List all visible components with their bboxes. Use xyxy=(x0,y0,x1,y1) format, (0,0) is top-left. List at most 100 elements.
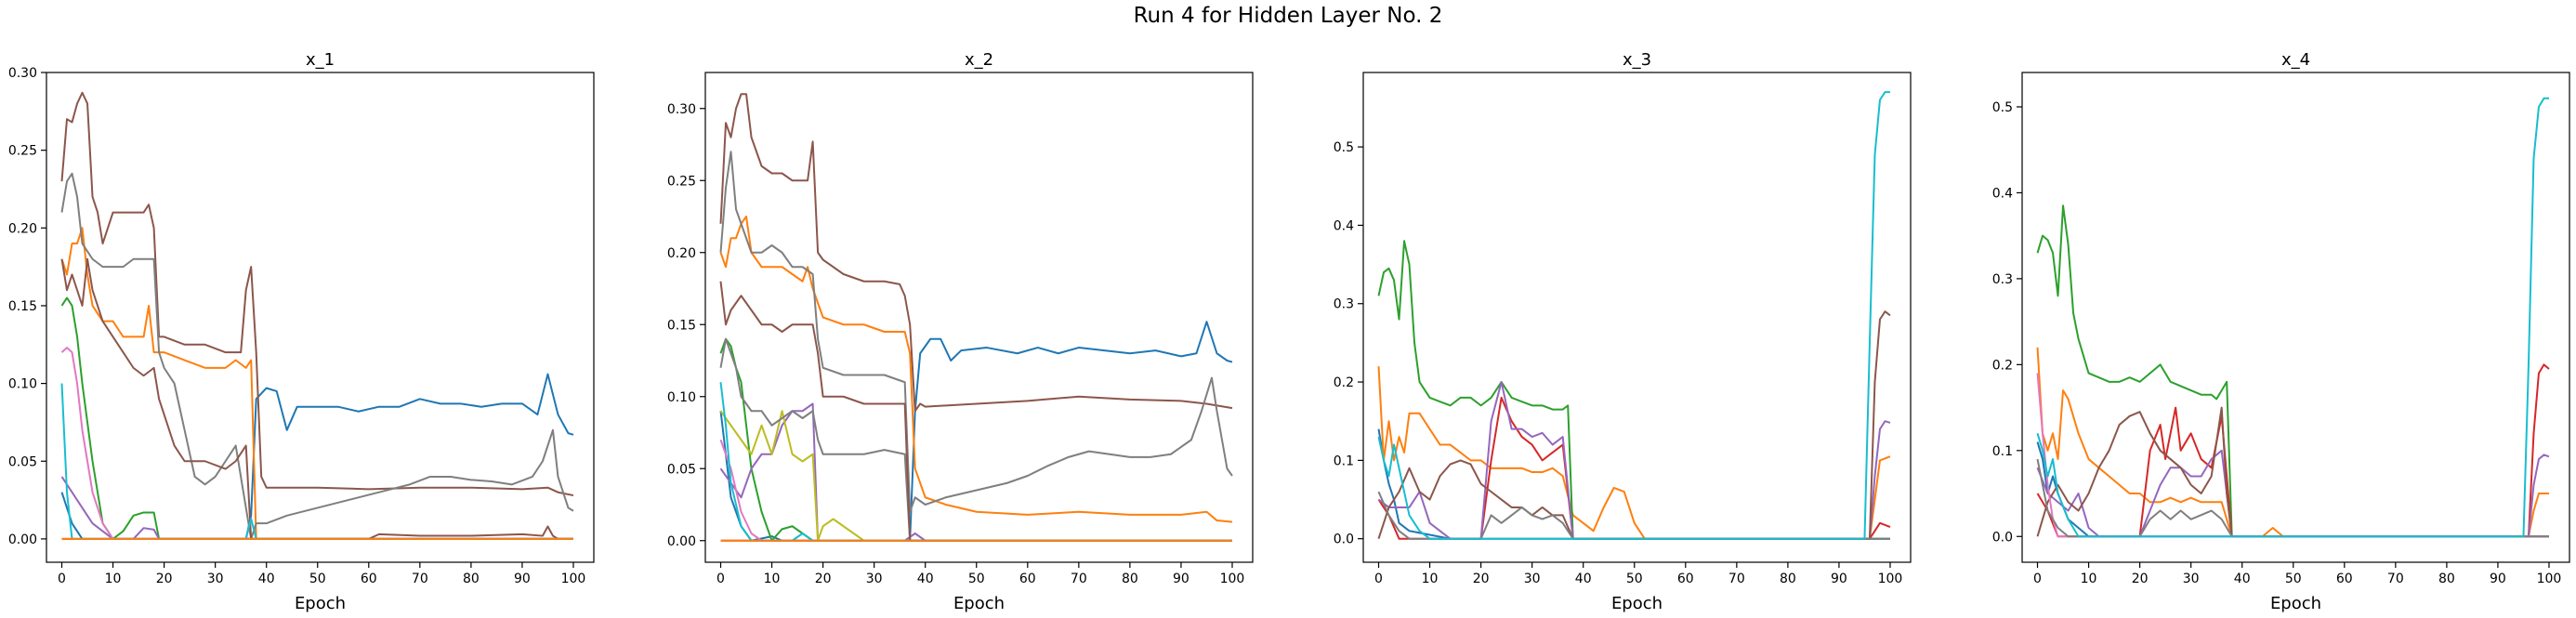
x-tick-label: 30 xyxy=(1524,572,1541,586)
y-tick-label: 0.20 xyxy=(8,221,37,236)
x-tick-label: 60 xyxy=(1019,572,1036,586)
series-line-1 xyxy=(2036,441,2549,538)
series-line-7 xyxy=(60,347,573,540)
series-line-6 xyxy=(719,93,1233,413)
series-line-3 xyxy=(719,337,1232,542)
series-line-1 xyxy=(719,321,1233,542)
plot-frame xyxy=(46,72,595,563)
series-line-2 xyxy=(719,216,1233,523)
x-tick-label: 80 xyxy=(2438,572,2455,586)
y-tick-label: 0.2 xyxy=(1992,358,2013,373)
series-line-7 xyxy=(2036,373,2549,538)
x-tick-label: 30 xyxy=(866,572,883,586)
plot-frame xyxy=(704,72,1254,563)
x-tick-label: 40 xyxy=(1575,572,1592,586)
series-line-5 xyxy=(1377,381,1891,540)
series-line-4 xyxy=(2036,363,2550,538)
x-axis-label: Epoch xyxy=(295,594,346,613)
series-line-1 xyxy=(60,373,574,540)
x-tick-label: 70 xyxy=(412,572,428,586)
x-axis-label: Epoch xyxy=(953,594,1005,613)
series-line-11 xyxy=(719,281,1232,542)
x-tick-label: 50 xyxy=(1626,572,1643,586)
y-tick-label: 0.2 xyxy=(1334,375,1354,390)
series-line-9 xyxy=(60,257,573,540)
y-tick-label: 0.15 xyxy=(667,318,696,333)
y-tick-label: 0.05 xyxy=(667,462,696,477)
series-line-6 xyxy=(1377,310,1891,540)
y-tick-label: 0.05 xyxy=(8,454,37,469)
x-tick-label: 100 xyxy=(561,572,586,586)
x-tick-label: 50 xyxy=(309,572,326,586)
series-line-9 xyxy=(2036,97,2549,538)
x-tick-label: 90 xyxy=(2490,572,2506,586)
x-tick-label: 10 xyxy=(105,572,122,586)
panel-title: x_1 xyxy=(306,50,335,70)
y-tick-label: 0.30 xyxy=(8,66,37,81)
series-line-5 xyxy=(719,402,1232,542)
y-tick-label: 0.3 xyxy=(1992,272,2013,287)
series-line-12 xyxy=(719,382,1232,542)
plot-frame xyxy=(2021,72,2570,563)
x-tick-label: 30 xyxy=(2183,572,2200,586)
y-tick-label: 0.10 xyxy=(8,377,37,392)
series-line-2 xyxy=(60,227,573,540)
x-tick-label: 0 xyxy=(716,572,725,586)
series-line-2 xyxy=(2036,347,2549,538)
series-line-10 xyxy=(719,337,1232,542)
x-axis-label: Epoch xyxy=(2270,594,2321,613)
series-line-6 xyxy=(2036,406,2549,538)
y-tick-label: 0.30 xyxy=(667,102,696,117)
series-group xyxy=(719,93,1233,542)
chart-panel-2: 0 10 20 30 40 50 60 70 80 90 100 0.00 0.05 0.10 0.15 0.… xyxy=(667,50,1254,613)
y-tick-label: 0.4 xyxy=(1334,218,1354,233)
series-line-7 xyxy=(1377,491,1890,540)
y-tick-label: 0.3 xyxy=(1334,297,1354,312)
y-tick-label: 0.25 xyxy=(667,174,696,189)
x-tick-label: 60 xyxy=(2336,572,2353,586)
y-tick-label: 0.5 xyxy=(1992,100,2013,115)
panel-title: x_4 xyxy=(2281,50,2310,70)
series-line-2 xyxy=(1377,366,1891,540)
series-line-3 xyxy=(1377,240,1890,540)
y-tick-label: 0.10 xyxy=(667,390,696,405)
series-line-8 xyxy=(2036,458,2549,538)
x-tick-label: 20 xyxy=(1473,572,1490,586)
x-tick-label: 90 xyxy=(1831,572,1847,586)
x-tick-label: 20 xyxy=(815,572,832,586)
x-tick-label: 0 xyxy=(2033,572,2042,586)
x-tick-label: 50 xyxy=(968,572,985,586)
y-tick-label: 0.20 xyxy=(667,246,696,261)
x-tick-label: 80 xyxy=(463,572,480,586)
x-tick-label: 60 xyxy=(361,572,377,586)
y-tick-label: 0.25 xyxy=(8,144,37,159)
plot-frame xyxy=(1362,72,1912,563)
series-line-5 xyxy=(2036,449,2550,538)
x-tick-label: 70 xyxy=(1728,572,1745,586)
x-tick-label: 10 xyxy=(1422,572,1439,586)
x-tick-label: 0 xyxy=(58,572,66,586)
y-tick-label: 0.15 xyxy=(8,299,37,314)
series-line-3 xyxy=(60,296,573,540)
series-line-4 xyxy=(1377,396,1891,540)
x-tick-label: 80 xyxy=(1780,572,1796,586)
y-tick-label: 0.0 xyxy=(1334,533,1354,547)
x-axis-label: Epoch xyxy=(1611,594,1663,613)
chart-panel-1: 0 10 20 30 40 50 60 70 80 90 100 0.00 0.05 0.10 0.15 0.… xyxy=(8,50,595,613)
figure-suptitle: Run 4 for Hidden Layer No. 2 xyxy=(1133,4,1443,28)
x-tick-label: 30 xyxy=(207,572,224,586)
x-tick-label: 60 xyxy=(1677,572,1694,586)
y-tick-label: 0.5 xyxy=(1334,140,1354,155)
x-tick-label: 70 xyxy=(1071,572,1087,586)
x-tick-label: 10 xyxy=(764,572,781,586)
series-group xyxy=(1377,91,1891,540)
series-line-9 xyxy=(719,410,1232,542)
series-line-8 xyxy=(719,151,1233,513)
x-tick-label: 40 xyxy=(917,572,934,586)
panel-title: x_3 xyxy=(1623,50,1651,70)
chart-panel-4: 0 10 20 30 40 50 60 70 80 90 100 0.0 0.1 0.2 0.3 0.4 0.5… xyxy=(1992,50,2570,613)
series-line-8 xyxy=(1377,91,1890,540)
x-tick-label: 100 xyxy=(1220,572,1245,586)
